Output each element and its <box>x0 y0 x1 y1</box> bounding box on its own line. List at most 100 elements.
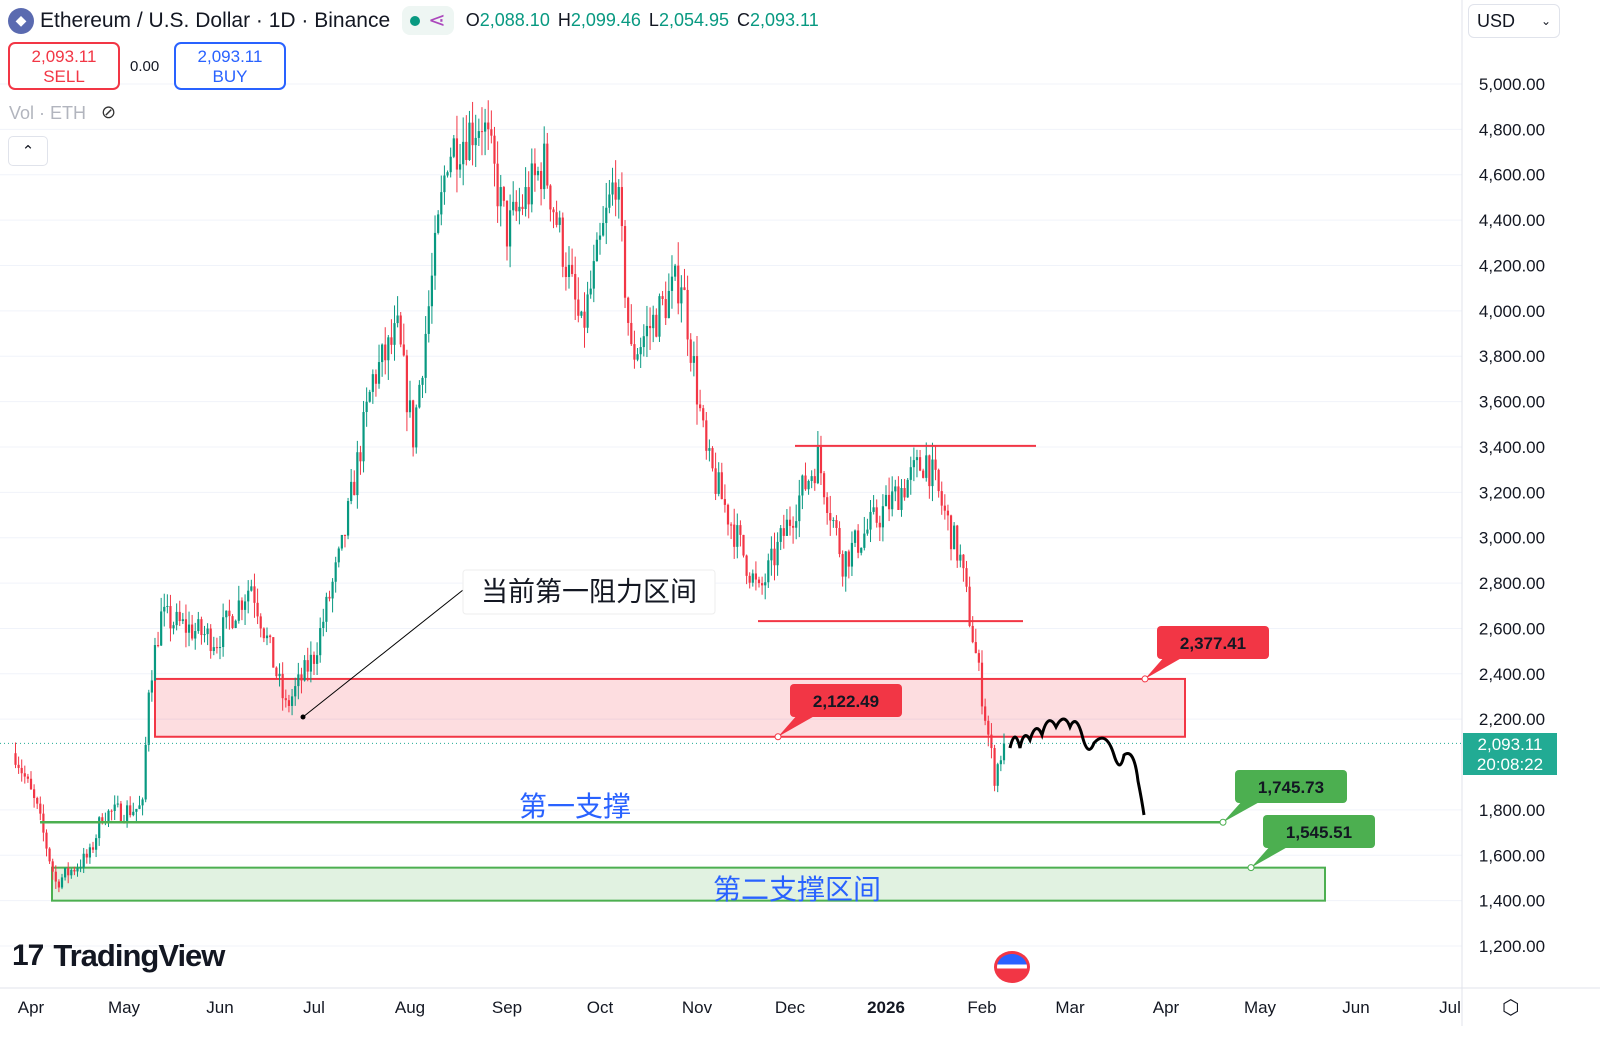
candle-body <box>290 696 294 706</box>
candle-body <box>156 645 160 647</box>
candle-body <box>446 172 449 176</box>
candle-body <box>598 235 602 240</box>
candle-body <box>567 264 571 277</box>
price-label-2377[interactable] <box>1157 626 1269 659</box>
projected-path-drawing[interactable] <box>1008 717 1146 816</box>
candle-body <box>801 475 804 496</box>
price-tick-label: 4,400.00 <box>1479 211 1545 230</box>
candle-body <box>915 457 919 461</box>
candle-body <box>956 525 959 561</box>
candle-body <box>881 506 885 528</box>
resistance-annotation-box[interactable] <box>462 569 716 615</box>
resistance-zone[interactable] <box>154 677 1186 738</box>
annotation-anchor <box>300 714 306 720</box>
candle-body <box>98 817 101 839</box>
status-pill[interactable]: ⋖ <box>402 6 454 35</box>
volume-indicator-label[interactable]: Vol · ETH <box>9 103 87 123</box>
price-axis[interactable]: 5,000.00 4,800.00 4,600.00 4,400.00 4,200.00… <box>1479 75 1545 956</box>
candle-body <box>853 530 857 543</box>
candle-body <box>405 355 409 413</box>
price-tick-label: 4,600.00 <box>1479 166 1545 185</box>
candle-body <box>33 789 36 798</box>
candle-body <box>602 223 605 236</box>
candle-body <box>891 491 894 510</box>
candle-body <box>294 686 297 697</box>
candle-body <box>832 520 835 522</box>
sell-label: SELL <box>43 67 85 86</box>
candle-body <box>922 470 925 478</box>
price-tick-label: 3,800.00 <box>1479 347 1545 366</box>
candle-body <box>903 488 906 498</box>
candle-body <box>670 276 674 291</box>
tradingview-logo[interactable]: 17 TradingView <box>12 938 225 974</box>
candle-body <box>197 619 200 632</box>
time-tick-label: Sep <box>492 998 522 1017</box>
candle-body <box>658 296 661 337</box>
candle-body <box>819 446 823 474</box>
share-icon: ⋖ <box>428 9 446 32</box>
candle-body <box>524 187 527 209</box>
current-price-label: 2,093.11 20:08:22 <box>1463 733 1557 775</box>
candle-body <box>440 192 443 215</box>
buy-button[interactable]: 2,093.11 BUY <box>174 42 286 90</box>
candle-body <box>101 817 104 823</box>
sell-button[interactable]: 2,093.11 SELL <box>8 42 120 90</box>
candle-body <box>125 805 129 821</box>
candle-body <box>592 261 595 289</box>
candle-body <box>949 515 953 550</box>
candle-body <box>580 311 583 316</box>
hide-eye-icon[interactable]: ⊘ <box>101 102 117 122</box>
time-tick-label: Apr <box>1153 998 1180 1017</box>
candle-body <box>76 868 79 872</box>
brand-name: TradingView <box>53 938 225 973</box>
us-economic-event-icon[interactable] <box>994 951 1030 983</box>
candle-body <box>798 495 801 522</box>
candle-body <box>256 602 259 617</box>
candle-body <box>552 209 555 213</box>
candle-body <box>733 524 736 547</box>
candle-body <box>894 486 897 492</box>
candle-body <box>390 337 393 345</box>
candle-body <box>312 654 316 664</box>
price-tick-label: 2,600.00 <box>1479 619 1545 638</box>
price-label-1745[interactable] <box>1235 770 1347 803</box>
candle-body <box>512 201 515 211</box>
candle-body <box>761 583 764 586</box>
candle-body <box>206 628 209 635</box>
collapse-button[interactable]: ⌃ <box>8 136 48 166</box>
price-tick-label: 4,200.00 <box>1479 256 1545 275</box>
candle-body <box>73 869 76 872</box>
candle-body <box>636 354 639 360</box>
candle-body <box>113 804 116 812</box>
candle-body <box>838 527 841 555</box>
price-tick-label: 4,000.00 <box>1479 302 1545 321</box>
support-1-annotation-text[interactable]: 第一支撑 <box>519 791 631 822</box>
time-tick-label: May <box>108 998 141 1017</box>
price-label-2122[interactable] <box>790 684 902 717</box>
candle-body <box>64 868 67 878</box>
support-zone-2[interactable] <box>51 866 1326 902</box>
ethereum-logo-icon: ◆ <box>8 7 34 34</box>
candle-body <box>200 619 203 636</box>
candle-body <box>225 610 228 618</box>
candle-body <box>60 877 64 888</box>
candle-body <box>589 288 592 295</box>
candle-body <box>408 400 412 413</box>
price-label-1545[interactable] <box>1263 815 1375 848</box>
candle-body <box>987 720 990 735</box>
candle-body <box>474 137 477 146</box>
candle-body <box>791 525 795 528</box>
support-2-annotation-text[interactable]: 第二支撑区间 <box>713 874 881 905</box>
symbol-title[interactable]: Ethereum / U.S. Dollar · 1D · Binance <box>40 8 391 32</box>
candle-body <box>393 323 396 345</box>
candle-body <box>595 239 598 262</box>
candle-body <box>614 182 617 200</box>
candle-body <box>381 344 384 363</box>
candle-body <box>574 273 577 300</box>
candle-body <box>175 611 178 626</box>
axis-settings-icon[interactable]: ⬡ <box>1502 997 1520 1019</box>
currency-select[interactable]: USD ⌄ <box>1468 4 1560 38</box>
time-axis[interactable]: Apr May Jun Jul Aug Sep Oct Nov Dec 2026 Feb Mar Apr… <box>18 998 1461 1017</box>
candle-body <box>237 600 240 621</box>
